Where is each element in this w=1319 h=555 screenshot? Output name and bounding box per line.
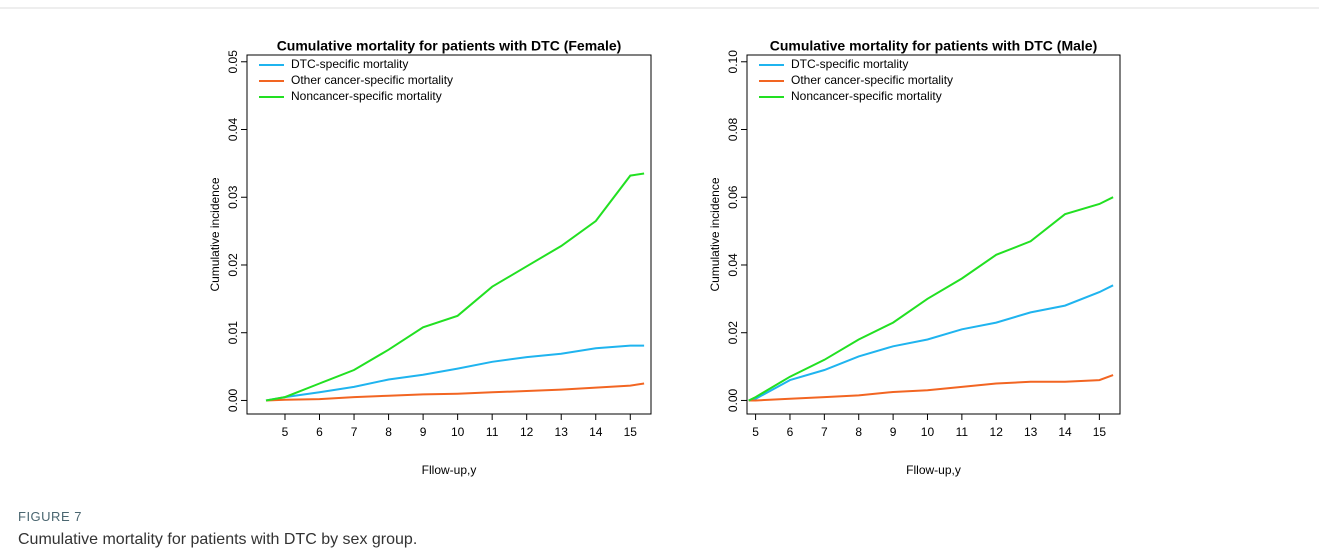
x-tick-label: 8 (855, 425, 862, 439)
legend-label: DTC-specific mortality (791, 57, 908, 71)
chart-title: Cumulative mortality for patients with D… (770, 38, 1097, 54)
x-tick-label: 7 (351, 425, 358, 439)
y-tick-label: 0.02 (226, 253, 240, 277)
series-line (265, 344, 645, 402)
y-axis-label: Cumulative incidence (708, 177, 722, 291)
plot-frame (746, 54, 1121, 415)
series-line (265, 382, 645, 402)
charts: Cumulative mortality for patients with D… (0, 7, 1319, 477)
x-tick-label: 5 (752, 425, 759, 439)
plot-frame (246, 54, 652, 415)
y-tick-label: 0.04 (726, 253, 740, 277)
series-line (748, 374, 1114, 402)
y-tick-label: 0.06 (726, 185, 740, 209)
y-axis-label: Cumulative incidence (208, 177, 222, 291)
y-tick-label: 0.05 (226, 50, 240, 74)
x-tick-label: 6 (787, 425, 794, 439)
x-tick-label: 12 (520, 425, 534, 439)
x-tick-label: 11 (486, 425, 499, 439)
x-tick-label: 13 (555, 425, 569, 439)
chart-title: Cumulative mortality for patients with D… (277, 38, 622, 54)
x-tick-label: 8 (385, 425, 392, 439)
x-tick-label: 12 (990, 425, 1004, 439)
y-tick-label: 0.02 (726, 321, 740, 345)
x-tick-label: 10 (921, 425, 935, 439)
legend-label: Noncancer-specific mortality (291, 89, 442, 103)
y-tick-label: 0.00 (226, 388, 240, 412)
y-tick-label: 0.08 (726, 118, 740, 142)
series-line (748, 196, 1114, 402)
x-tick-label: 15 (624, 425, 638, 439)
x-tick-label: 15 (1093, 425, 1107, 439)
legend-label: Other cancer-specific mortality (791, 73, 953, 87)
x-tick-label: 10 (451, 425, 465, 439)
x-axis-label: Fllow-up,y (906, 463, 961, 477)
figure-caption: Cumulative mortality for patients with D… (18, 531, 418, 548)
y-tick-label: 0.04 (226, 118, 240, 142)
x-tick-label: 9 (420, 425, 427, 439)
series-line (748, 284, 1114, 402)
legend-label: DTC-specific mortality (291, 57, 408, 71)
x-tick-label: 14 (589, 425, 603, 439)
y-tick-label: 0.03 (226, 185, 240, 209)
x-tick-label: 6 (316, 425, 323, 439)
y-tick-label: 0.00 (726, 388, 740, 412)
legend-label: Other cancer-specific mortality (291, 73, 453, 87)
y-tick-label: 0.01 (226, 321, 240, 345)
x-tick-label: 7 (821, 425, 828, 439)
x-tick-label: 14 (1058, 425, 1072, 439)
x-tick-label: 9 (890, 425, 897, 439)
y-tick-label: 0.10 (726, 50, 740, 74)
x-axis-label: Fllow-up,y (422, 463, 477, 477)
x-tick-label: 5 (282, 425, 289, 439)
legend-label: Noncancer-specific mortality (791, 89, 942, 103)
x-tick-label: 13 (1024, 425, 1038, 439)
x-tick-label: 11 (956, 425, 969, 439)
figure-label: FIGURE 7 (18, 509, 82, 524)
series-line (265, 172, 645, 402)
